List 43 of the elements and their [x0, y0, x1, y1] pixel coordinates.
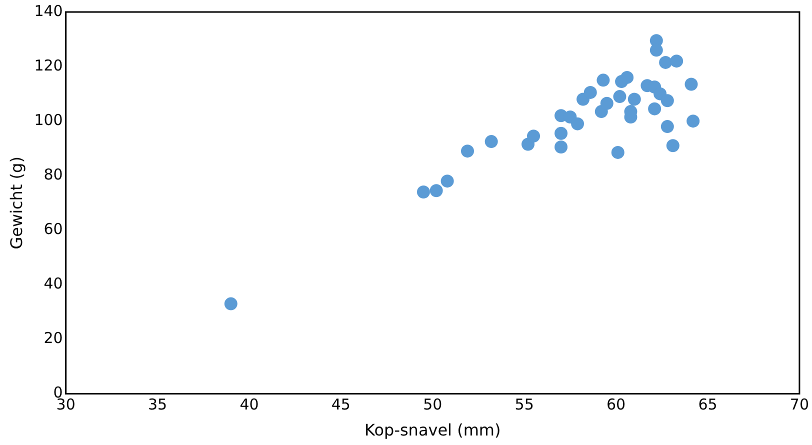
- point: [596, 74, 610, 87]
- point: [648, 102, 662, 116]
- point: [620, 70, 634, 84]
- point: [430, 184, 443, 198]
- point: [684, 78, 698, 91]
- y-tick-label: 120: [34, 56, 63, 74]
- point: [660, 120, 674, 134]
- point: [659, 56, 672, 69]
- point: [650, 44, 663, 57]
- x-axis-title: Kop-snavel (mm): [364, 420, 501, 440]
- point: [670, 54, 684, 68]
- y-tick-label: 100: [34, 110, 63, 129]
- point: [460, 144, 474, 158]
- y-tick-label: 80: [44, 166, 63, 184]
- x-tick-label: 50: [423, 396, 442, 414]
- point: [600, 96, 614, 110]
- x-tick-label: 65: [698, 396, 718, 414]
- y-axis-title: Gewicht (g): [6, 156, 26, 250]
- point: [686, 114, 700, 128]
- y-tick-label: 60: [44, 220, 63, 238]
- point: [611, 146, 624, 159]
- point: [554, 126, 568, 140]
- point: [554, 140, 568, 154]
- y-tick-label: 140: [34, 2, 63, 20]
- point: [584, 86, 597, 99]
- point: [527, 130, 540, 143]
- point: [571, 117, 584, 130]
- y-tick-label: 20: [44, 329, 63, 348]
- x-tick-label: 45: [331, 396, 350, 414]
- point: [440, 174, 454, 188]
- x-tick-label: 60: [606, 396, 626, 414]
- y-tick-label: 40: [44, 274, 63, 293]
- point: [628, 92, 641, 106]
- point: [613, 90, 626, 104]
- point: [484, 135, 498, 148]
- point: [660, 94, 674, 108]
- x-tick-label: 70: [790, 396, 810, 414]
- point: [224, 297, 238, 310]
- x-tick-label: 40: [240, 396, 259, 414]
- point: [666, 139, 680, 152]
- x-tick-label: 35: [148, 396, 168, 414]
- point: [416, 185, 430, 198]
- x-tick-label: 55: [514, 396, 534, 414]
